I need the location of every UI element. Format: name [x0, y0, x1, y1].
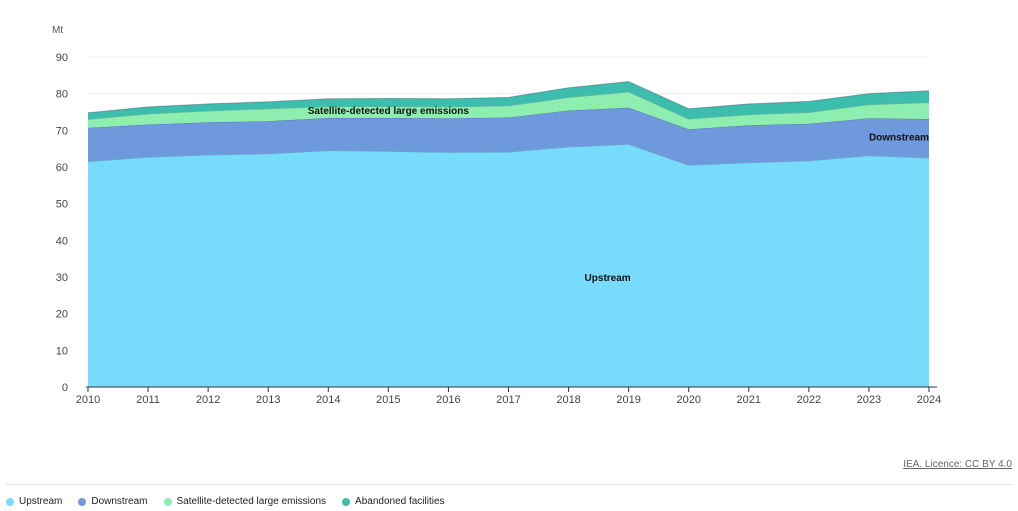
legend-divider — [6, 484, 1012, 485]
x-tick-label-2015: 2015 — [376, 394, 400, 406]
x-tick-label-2018: 2018 — [556, 394, 580, 406]
y-tick-label-80: 80 — [56, 89, 68, 101]
area-abandoned-facilities — [88, 81, 929, 120]
area-edge-abandoned-facilities — [87, 81, 930, 114]
x-tick-label-2012: 2012 — [196, 394, 220, 406]
area-label-downstream: Downstream — [869, 133, 929, 144]
y-tick-label-40: 40 — [56, 235, 68, 247]
legend-label-downstream: Downstream — [91, 496, 148, 507]
stacked-areas — [87, 81, 930, 387]
x-tick-label-2021: 2021 — [737, 394, 761, 406]
x-tick-label-2017: 2017 — [496, 394, 520, 406]
y-tick-label-10: 10 — [56, 345, 68, 357]
legend-item-downstream[interactable]: Downstream — [78, 496, 148, 507]
axes: 0 10 20 30 40 50 60 70 80 90 2010 2011 2012 2013 2014 2… — [56, 52, 941, 406]
area-edge-upstream — [87, 143, 930, 166]
emissions-area-chart: 0 10 20 30 40 50 60 70 80 90 2010 2011 2012 2013 2014 2… — [52, 25, 941, 406]
legend-item-abandoned-facilities[interactable]: Abandoned facilities — [342, 496, 445, 507]
x-tick-label-2011: 2011 — [136, 394, 160, 406]
legend-label-abandoned-facilities: Abandoned facilities — [355, 496, 445, 507]
y-axis-unit-label: Mt — [52, 25, 63, 36]
area-label-upstream: Upstream — [585, 273, 631, 284]
area-satellite-detected-large-emissions — [88, 91, 929, 130]
chart-legend: Upstream Downstream Satellite-detected lar… — [6, 496, 461, 507]
x-tick-label-2014: 2014 — [316, 394, 340, 406]
y-tick-label-50: 50 — [56, 199, 68, 211]
area-upstream — [88, 144, 929, 387]
y-tick-label-0: 0 — [62, 382, 68, 394]
source-licence-link[interactable]: IEA. Licence: CC BY 4.0 — [903, 459, 1012, 470]
legend-swatch-abandoned-facilities — [342, 497, 351, 506]
x-tick-label-2024: 2024 — [917, 394, 941, 406]
area-labels: Upstream Downstream Satellite-detected lar… — [308, 106, 929, 284]
y-tick-label-20: 20 — [56, 309, 68, 321]
x-tick-label-2020: 2020 — [676, 394, 700, 406]
x-tick-label-2019: 2019 — [616, 394, 640, 406]
area-downstream — [88, 107, 929, 166]
legend-swatch-upstream — [6, 497, 14, 506]
legend-item-upstream[interactable]: Upstream — [6, 496, 62, 507]
x-tick-label-2022: 2022 — [797, 394, 821, 406]
legend-label-upstream: Upstream — [19, 496, 63, 507]
x-tick-label-2013: 2013 — [256, 394, 280, 406]
legend-swatch-satellite-detected-large-emissions — [163, 497, 172, 506]
legend-swatch-downstream — [78, 497, 87, 506]
y-tick-label-30: 30 — [56, 272, 68, 284]
legend-item-satellite-detected-large-emissions[interactable]: Satellite-detected large emissions — [163, 496, 327, 507]
y-tick-label-60: 60 — [56, 162, 68, 174]
area-label-satellite-detected-large-emissions: Satellite-detected large emissions — [308, 106, 470, 117]
y-tick-label-90: 90 — [56, 52, 68, 64]
y-tick-label-70: 70 — [56, 125, 68, 137]
x-tick-label-2016: 2016 — [436, 394, 460, 406]
x-tick-label-2023: 2023 — [857, 394, 881, 406]
x-tick-label-2010: 2010 — [76, 394, 100, 406]
legend-label-satellite-detected-large-emissions: Satellite-detected large emissions — [176, 496, 327, 507]
